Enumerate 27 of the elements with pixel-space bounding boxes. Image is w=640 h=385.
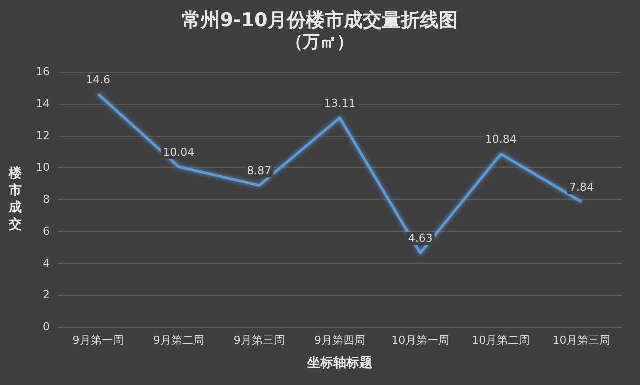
x-tick-label: 9月第二周 — [153, 334, 204, 347]
data-label: 13.11 — [324, 97, 356, 110]
x-axis-title: 坐标轴标题 — [306, 355, 372, 371]
y-tick-label: 2 — [43, 288, 50, 302]
y-tick-label: 12 — [36, 129, 50, 142]
y-tick-label: 4 — [43, 256, 50, 270]
chart-subtitle: （万㎡） — [286, 32, 354, 52]
data-label: 4.63 — [408, 232, 433, 246]
x-tick-label: 9月第一周 — [72, 334, 124, 347]
chart-title: 常州9-10月份楼市成交量折线图 — [182, 10, 458, 32]
y-tick-label: 10 — [36, 161, 50, 174]
y-tick-label: 6 — [43, 224, 50, 238]
y-tick-label: 14 — [36, 97, 50, 110]
y-axis-title: 楼市成交 — [8, 166, 23, 232]
y-tick-label: 8 — [43, 193, 50, 206]
data-label: 7.84 — [569, 181, 594, 194]
data-label: 10.04 — [163, 146, 195, 159]
y-tick-label: 0 — [43, 320, 50, 334]
x-tick-label: 10月第三周 — [552, 334, 611, 347]
data-label: 10.84 — [485, 133, 517, 146]
data-label: 14.6 — [86, 73, 111, 86]
x-tick-label: 9月第三周 — [234, 334, 285, 347]
x-tick-label: 10月第一周 — [392, 334, 450, 347]
data-label: 8.87 — [247, 164, 272, 178]
x-tick-label: 10月第二周 — [472, 334, 530, 347]
y-tick-label: 16 — [36, 66, 50, 78]
x-tick-label: 9月第四周 — [314, 334, 366, 347]
